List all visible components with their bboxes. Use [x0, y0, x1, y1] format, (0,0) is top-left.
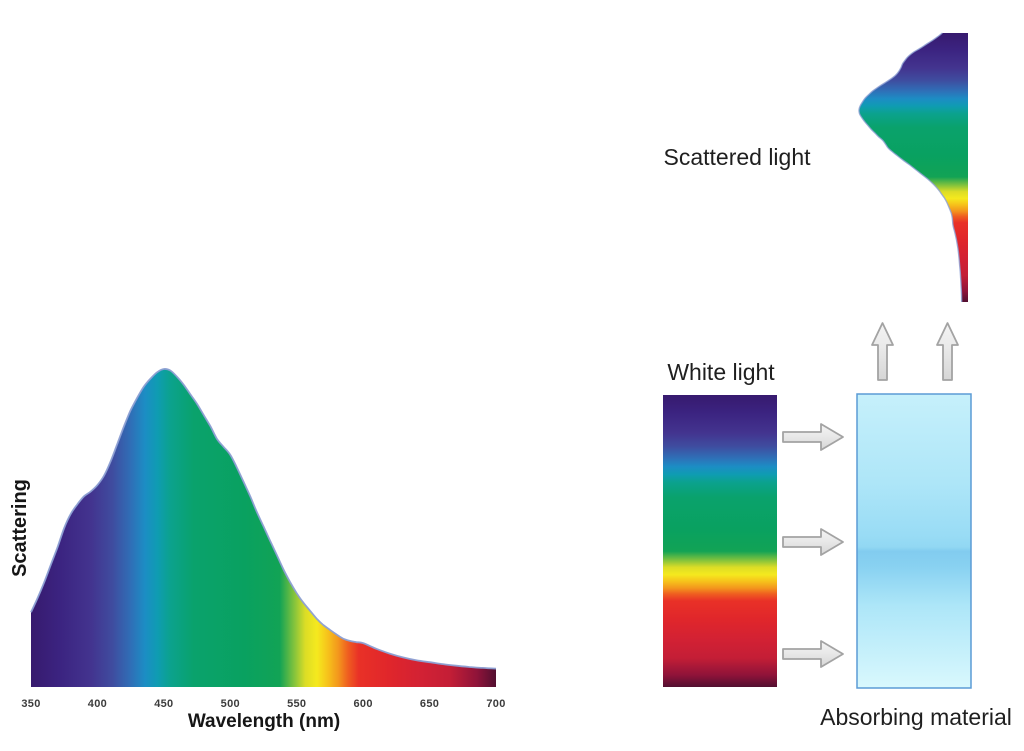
absorbing-material-box	[856, 393, 972, 689]
x-tick-label: 450	[154, 698, 174, 710]
up-arrow-icon	[871, 322, 894, 381]
right-diagram-group	[663, 32, 972, 689]
x-axis-label: Wavelength (nm)	[187, 711, 341, 732]
right-arrow-icon	[782, 528, 844, 556]
x-tick-label: 500	[220, 698, 240, 710]
x-tick-label: 400	[87, 698, 108, 710]
y-axis-label: Scattering	[9, 479, 31, 577]
x-tick-label: 350	[21, 698, 41, 710]
absorbing-material-label: Absorbing material	[820, 704, 1012, 730]
scattering-curve-edge	[30, 368, 497, 670]
x-tick-label: 600	[353, 698, 373, 710]
white-light-bar	[663, 395, 777, 687]
x-tick-label: 650	[419, 698, 440, 710]
up-arrow-icon	[936, 322, 959, 381]
left-chart-group	[30, 368, 497, 687]
scattered-light-label: Scattered light	[663, 144, 811, 170]
scattered-light-shape-edge	[858, 32, 963, 303]
x-tick-label: 550	[287, 698, 307, 710]
right-arrow-icon	[782, 423, 844, 451]
right-arrow-icon	[782, 640, 844, 668]
white-light-label: White light	[667, 359, 775, 385]
x-tick-label: 700	[486, 698, 506, 710]
